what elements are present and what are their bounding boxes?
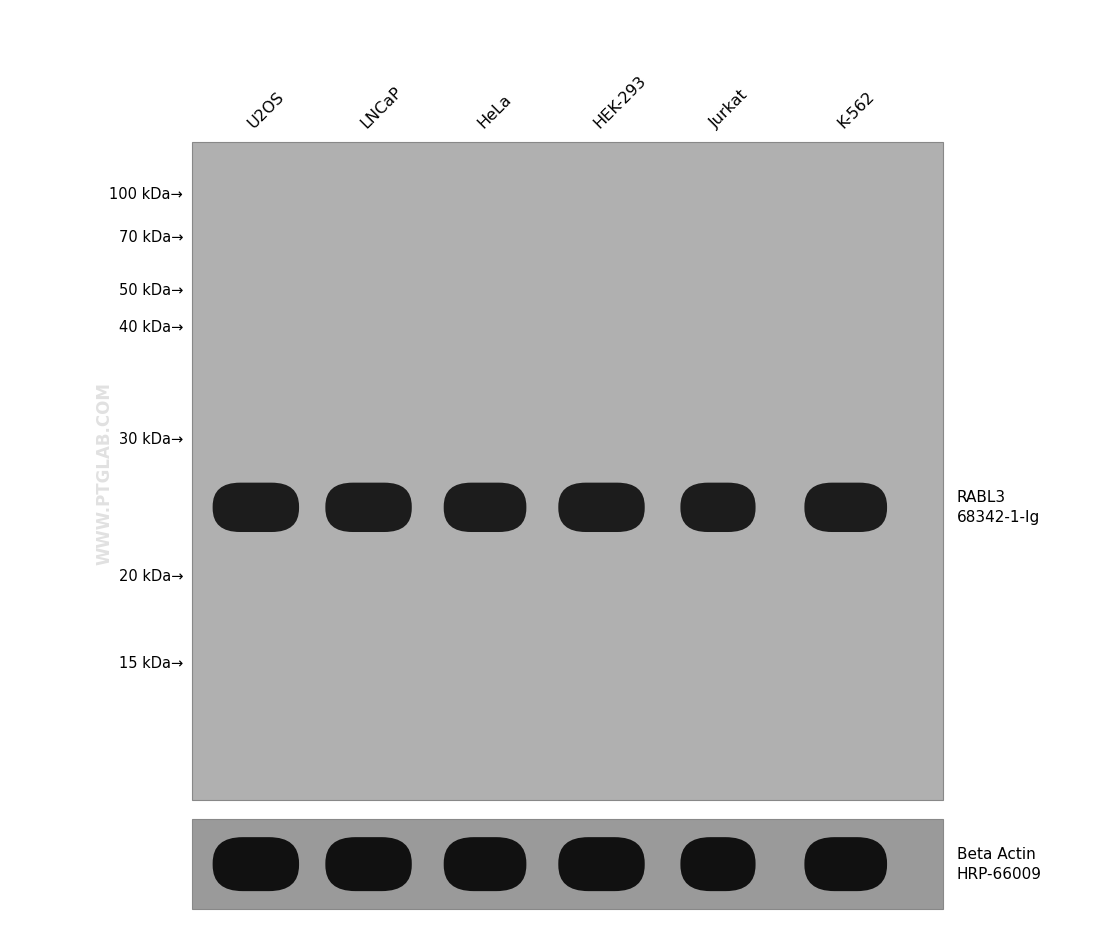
Text: 100 kDa→: 100 kDa→ <box>110 188 183 203</box>
FancyBboxPatch shape <box>213 837 299 891</box>
FancyBboxPatch shape <box>443 837 527 891</box>
FancyBboxPatch shape <box>558 837 645 891</box>
Text: 15 kDa→: 15 kDa→ <box>118 656 183 670</box>
Text: LNCaP: LNCaP <box>358 83 405 131</box>
Text: 40 kDa→: 40 kDa→ <box>118 320 183 335</box>
FancyBboxPatch shape <box>326 483 411 532</box>
FancyBboxPatch shape <box>680 837 756 891</box>
Text: U2OS: U2OS <box>246 89 287 131</box>
FancyBboxPatch shape <box>213 483 299 532</box>
Text: K-562: K-562 <box>835 88 878 131</box>
FancyBboxPatch shape <box>804 837 887 891</box>
FancyBboxPatch shape <box>680 483 756 532</box>
Text: HeLa: HeLa <box>474 91 513 131</box>
FancyBboxPatch shape <box>443 483 527 532</box>
Text: HEK-293: HEK-293 <box>591 73 649 131</box>
FancyBboxPatch shape <box>804 483 887 532</box>
Text: 50 kDa→: 50 kDa→ <box>118 282 183 297</box>
Text: Beta Actin
HRP-66009: Beta Actin HRP-66009 <box>957 847 1041 882</box>
Bar <box>192 142 943 800</box>
FancyBboxPatch shape <box>326 837 411 891</box>
FancyBboxPatch shape <box>558 483 645 532</box>
Text: RABL3
68342-1-Ig: RABL3 68342-1-Ig <box>957 490 1040 525</box>
Text: 30 kDa→: 30 kDa→ <box>118 432 183 447</box>
Text: 70 kDa→: 70 kDa→ <box>118 230 183 245</box>
Text: 20 kDa→: 20 kDa→ <box>118 569 183 584</box>
Text: WWW.PTGLAB.COM: WWW.PTGLAB.COM <box>95 382 113 565</box>
Bar <box>192 819 943 909</box>
Text: Jurkat: Jurkat <box>708 87 751 131</box>
